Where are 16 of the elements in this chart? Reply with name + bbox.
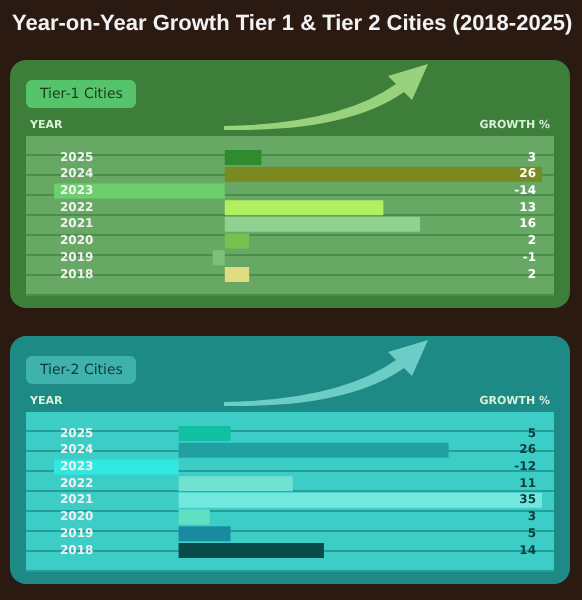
bar (178, 526, 231, 542)
bar (224, 266, 250, 282)
bar (178, 509, 210, 525)
bar (178, 542, 324, 558)
bar (224, 216, 420, 232)
bar (178, 492, 542, 508)
bar (178, 426, 231, 442)
bar (224, 150, 262, 166)
chart-title: Year-on-Year Growth Tier 1 & Tier 2 Cities (2018-2025) (10, 10, 575, 40)
bar (178, 476, 293, 492)
bar (212, 250, 225, 266)
bar (224, 233, 250, 249)
bar (224, 200, 384, 216)
bar (54, 183, 225, 199)
bar (224, 166, 542, 182)
bar (178, 442, 449, 458)
